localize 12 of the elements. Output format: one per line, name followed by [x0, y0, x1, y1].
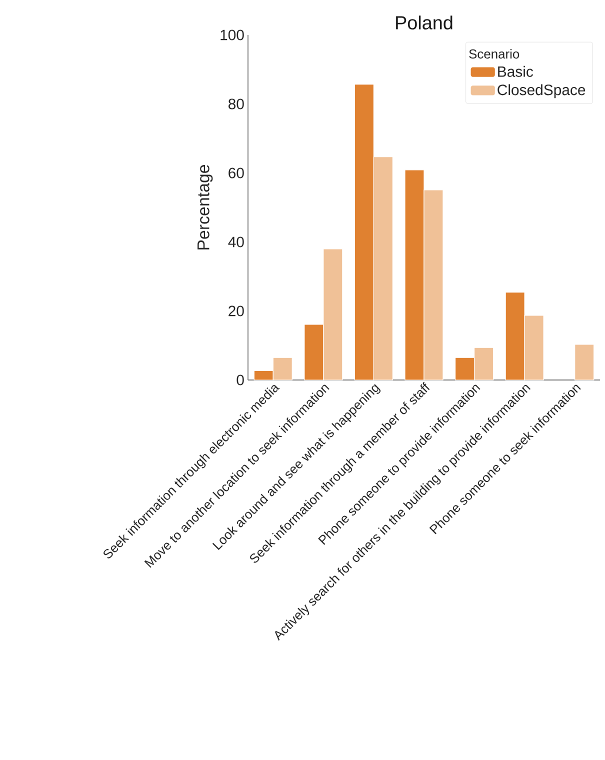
y-tick-label: 0 [236, 374, 244, 386]
y-axis-title: Percentage [198, 164, 213, 250]
legend-title: Scenario [469, 49, 520, 59]
y-tick-label: 20 [228, 306, 244, 316]
y-tick-label: 80 [228, 98, 244, 110]
y-tick-label: 60 [228, 168, 244, 178]
y-tick-label: 100 [220, 30, 244, 40]
legend-label: Basic [498, 66, 534, 77]
legend-label: ClosedSpace [498, 84, 586, 98]
y-tick-label: 40 [228, 236, 244, 248]
chart-title: Poland [396, 16, 452, 30]
bar [574, 344, 594, 380]
